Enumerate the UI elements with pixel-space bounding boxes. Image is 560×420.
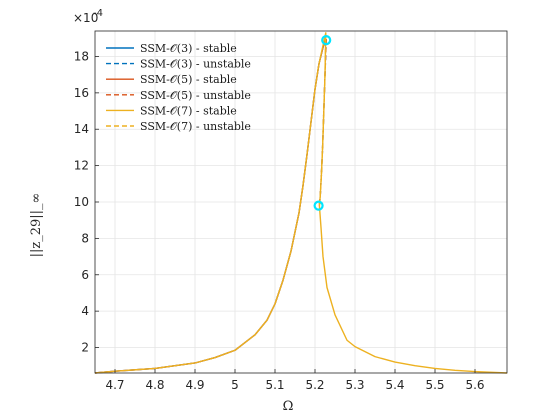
bifurcation-marker-1	[313, 200, 324, 211]
y-exponent-power: -4	[93, 8, 103, 19]
y-tick-label: 8	[81, 231, 89, 245]
y-axis-label: ||z_29||_∞	[29, 193, 44, 258]
legend-entry-5: SSM-𝒪(7) - unstable	[140, 120, 251, 133]
bifurcation-marker-0	[321, 34, 332, 46]
y-tick-label: 10	[74, 195, 89, 209]
x-tick-label: 5.1	[265, 378, 284, 392]
x-tick-label: 5.4	[385, 378, 404, 392]
x-tick-label: 4.8	[145, 378, 164, 392]
x-axis-label: Ω	[283, 399, 294, 414]
legend-entry-3: SSM-𝒪(5) - unstable	[140, 89, 251, 102]
y-tick-label: 12	[74, 159, 89, 173]
x-tick-label: 5.2	[305, 378, 324, 392]
y-exponent-base: ×10	[73, 11, 98, 25]
x-tick-label: 4.7	[105, 378, 124, 392]
y-exponent: ×10 -4	[73, 8, 103, 25]
y-tick-label: 18	[74, 49, 89, 63]
y-tick-label: 2	[81, 341, 89, 355]
ticks: 4.7 4.8 4.9 5 5.1 5.2 5.3 5.4 5.5 5.6 2 4 6 8 10 12 14 16…	[74, 49, 485, 392]
legend-entry-1: SSM-𝒪(3) - unstable	[140, 58, 251, 71]
marker-layer	[313, 34, 332, 211]
y-tick-label: 14	[74, 122, 89, 136]
y-tick-label: 16	[74, 86, 89, 100]
x-tick-label: 5.5	[425, 378, 444, 392]
legend-entry-0: SSM-𝒪(3) - stable	[140, 42, 237, 55]
series-line-5	[318, 32, 327, 206]
y-tick-label: 4	[81, 304, 89, 318]
legend: SSM-𝒪(3) - stable SSM-𝒪(3) - unstable SSM-…	[106, 42, 251, 133]
legend-entry-2: SSM-𝒪(5) - stable	[140, 73, 237, 86]
x-tick-label: 4.9	[185, 378, 204, 392]
series-layer	[94, 32, 508, 374]
y-tick-label: 6	[81, 268, 89, 282]
x-tick-label: 5.6	[465, 378, 484, 392]
legend-entry-4: SSM-𝒪(7) - stable	[140, 104, 237, 117]
x-tick-label: 5	[231, 378, 239, 392]
x-tick-label: 5.3	[345, 378, 364, 392]
